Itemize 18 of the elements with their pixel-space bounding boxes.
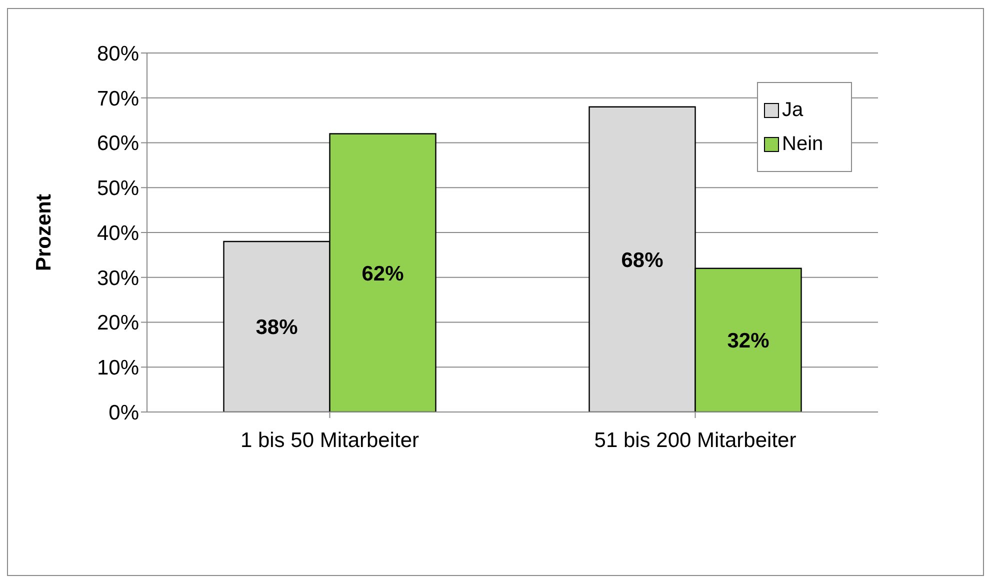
data-label: 62% <box>362 262 404 286</box>
y-tick-label: 50% <box>96 177 139 200</box>
y-tick-label: 70% <box>96 87 139 110</box>
y-tick-label: 0% <box>108 401 139 424</box>
data-label: 38% <box>256 316 298 340</box>
y-tick-label: 20% <box>96 312 139 335</box>
x-tick-label: 1 bis 50 Mitarbeiter <box>240 428 420 452</box>
data-label: 32% <box>727 330 770 353</box>
x-tick-label: 51 bis 200 Mitarbeiter <box>594 428 796 452</box>
y-tick-label: 10% <box>96 356 139 380</box>
legend-label: Ja <box>782 98 804 122</box>
y-tick-label: 60% <box>96 132 139 156</box>
legend-label: Nein <box>782 132 824 156</box>
y-tick-label: 30% <box>96 266 139 290</box>
y-axis-title: Prozent <box>32 194 56 272</box>
y-tick-label: 40% <box>96 222 139 245</box>
y-tick-label: 80% <box>96 42 139 66</box>
data-label: 68% <box>621 248 664 272</box>
